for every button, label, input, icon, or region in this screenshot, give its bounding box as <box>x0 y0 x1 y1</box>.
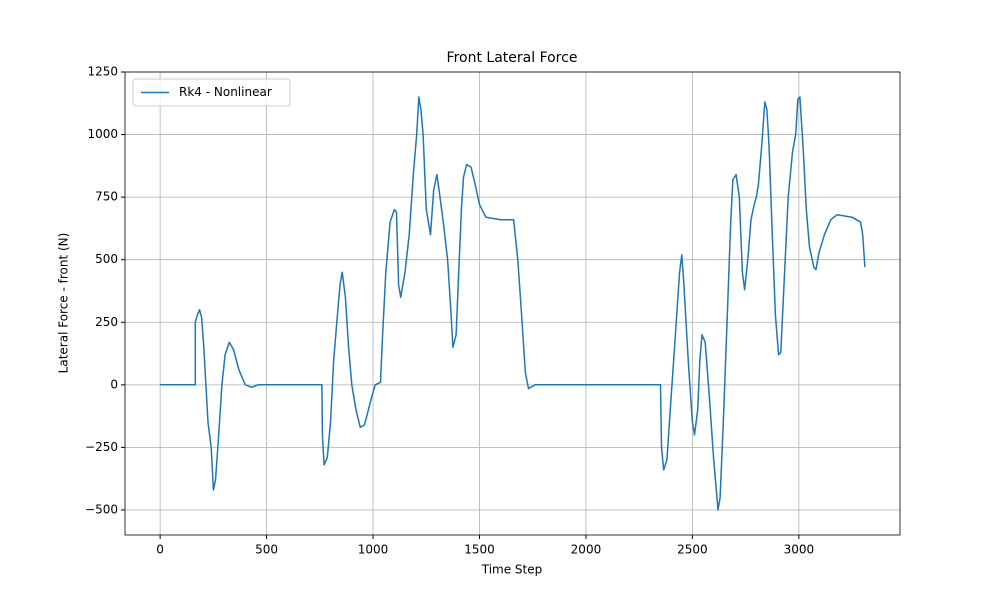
y-axis-label: Lateral Force - front (N) <box>57 233 71 374</box>
y-tick-label: 0 <box>110 377 118 391</box>
legend-label: Rk4 - Nonlinear <box>179 85 272 99</box>
y-tick-label: 750 <box>95 190 118 204</box>
x-tick-label: 2500 <box>677 543 708 557</box>
x-tick-label: 500 <box>255 543 278 557</box>
legend-box <box>132 78 291 107</box>
y-tick-label: −250 <box>85 440 118 454</box>
y-tick-label: 250 <box>95 315 118 329</box>
y-tick-label: 500 <box>95 252 118 266</box>
y-tick-label: −500 <box>85 502 118 516</box>
x-tick-label: 0 <box>156 543 164 557</box>
y-tick-label: 1000 <box>87 127 118 141</box>
x-tick-label: 2000 <box>571 543 602 557</box>
x-tick-label: 3000 <box>784 543 815 557</box>
x-tick-label: 1000 <box>358 543 389 557</box>
x-axis-label: Time Step <box>481 563 543 577</box>
chart-title: Front Lateral Force <box>447 50 578 66</box>
x-tick-label: 1500 <box>464 543 495 557</box>
plot-frame <box>124 71 901 536</box>
line <box>160 96 866 511</box>
y-tick-label: 1250 <box>87 65 118 79</box>
